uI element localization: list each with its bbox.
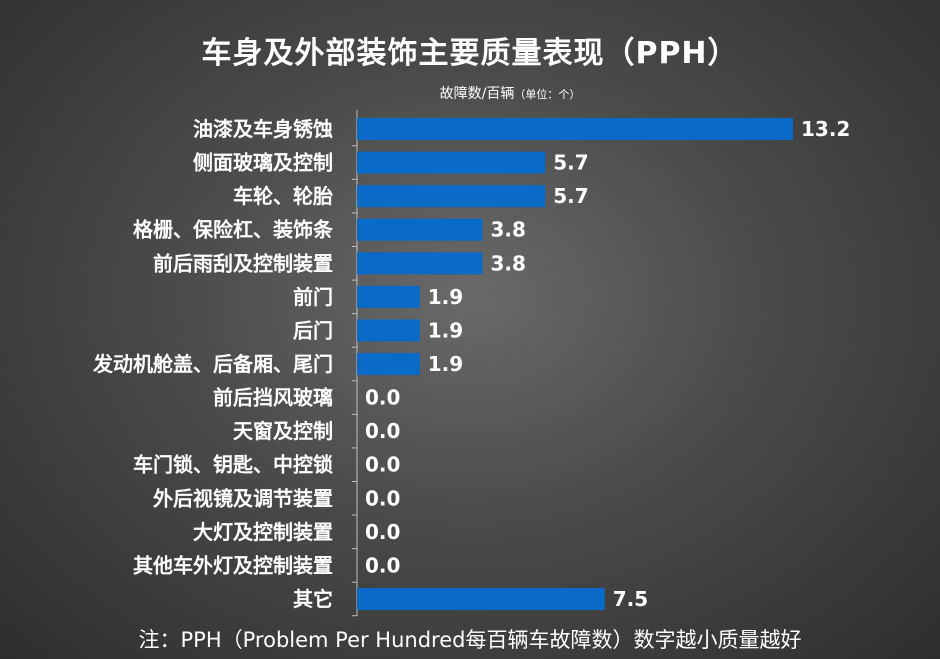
bar <box>357 118 793 140</box>
category-tick-label: 大灯及控制装置 <box>193 520 333 544</box>
data-label: 0.0 <box>365 386 400 410</box>
category-tick-label: 格栅、保险杠、装饰条 <box>133 218 334 242</box>
category-tick-label: 外后视镜及调节装置 <box>153 486 333 510</box>
data-label: 0.0 <box>365 486 400 510</box>
data-label: 0.0 <box>365 553 400 577</box>
subtitle-unit: （单位：个） <box>514 88 581 101</box>
chart-note: 注：PPH（Problem Per Hundred每百辆车故障数）数字越小质量越… <box>138 628 802 652</box>
data-label: 5.7 <box>553 184 588 208</box>
bar <box>357 185 546 208</box>
data-label: 0.0 <box>365 520 400 544</box>
category-tick-label: 天窗及控制 <box>233 419 333 443</box>
data-label: 0.0 <box>365 419 400 443</box>
category-tick-label: 其它 <box>293 587 333 611</box>
data-label: 1.9 <box>428 285 463 309</box>
data-label: 1.9 <box>428 318 463 342</box>
bar <box>357 252 483 275</box>
category-tick-label: 发动机舱盖、后备厢、尾门 <box>92 352 333 376</box>
bar <box>357 218 483 241</box>
category-tick-label: 前后挡风玻璃 <box>213 386 333 410</box>
bar <box>357 319 420 342</box>
category-tick-label: 其他车外灯及控制装置 <box>133 553 333 577</box>
data-label: 7.5 <box>613 587 648 611</box>
subtitle-label: 故障数/百辆 <box>439 86 515 102</box>
data-label: 3.8 <box>491 251 526 275</box>
data-label: 13.2 <box>801 117 850 141</box>
bar <box>357 587 605 610</box>
bar <box>357 352 420 375</box>
data-label: 3.8 <box>491 218 526 242</box>
category-tick-label: 油漆及车身锈蚀 <box>193 117 333 141</box>
category-tick-label: 侧面玻璃及控制 <box>193 151 333 175</box>
category-tick-label: 前后雨刮及控制装置 <box>153 251 333 275</box>
bar <box>357 151 546 174</box>
data-label: 0.0 <box>365 453 400 477</box>
data-label: 5.7 <box>553 151 588 175</box>
category-tick-label: 前门 <box>293 285 333 309</box>
category-tick-label: 车门锁、钥匙、中控锁 <box>133 453 333 477</box>
category-tick-label: 车轮、轮胎 <box>233 184 333 208</box>
data-label: 1.9 <box>428 352 463 376</box>
bar <box>357 285 420 308</box>
category-tick-label: 后门 <box>293 318 333 342</box>
chart-title: 车身及外部装饰主要质量表现（PPH） <box>201 36 739 71</box>
chart-subtitle: 故障数/百辆（单位：个） <box>330 83 690 103</box>
